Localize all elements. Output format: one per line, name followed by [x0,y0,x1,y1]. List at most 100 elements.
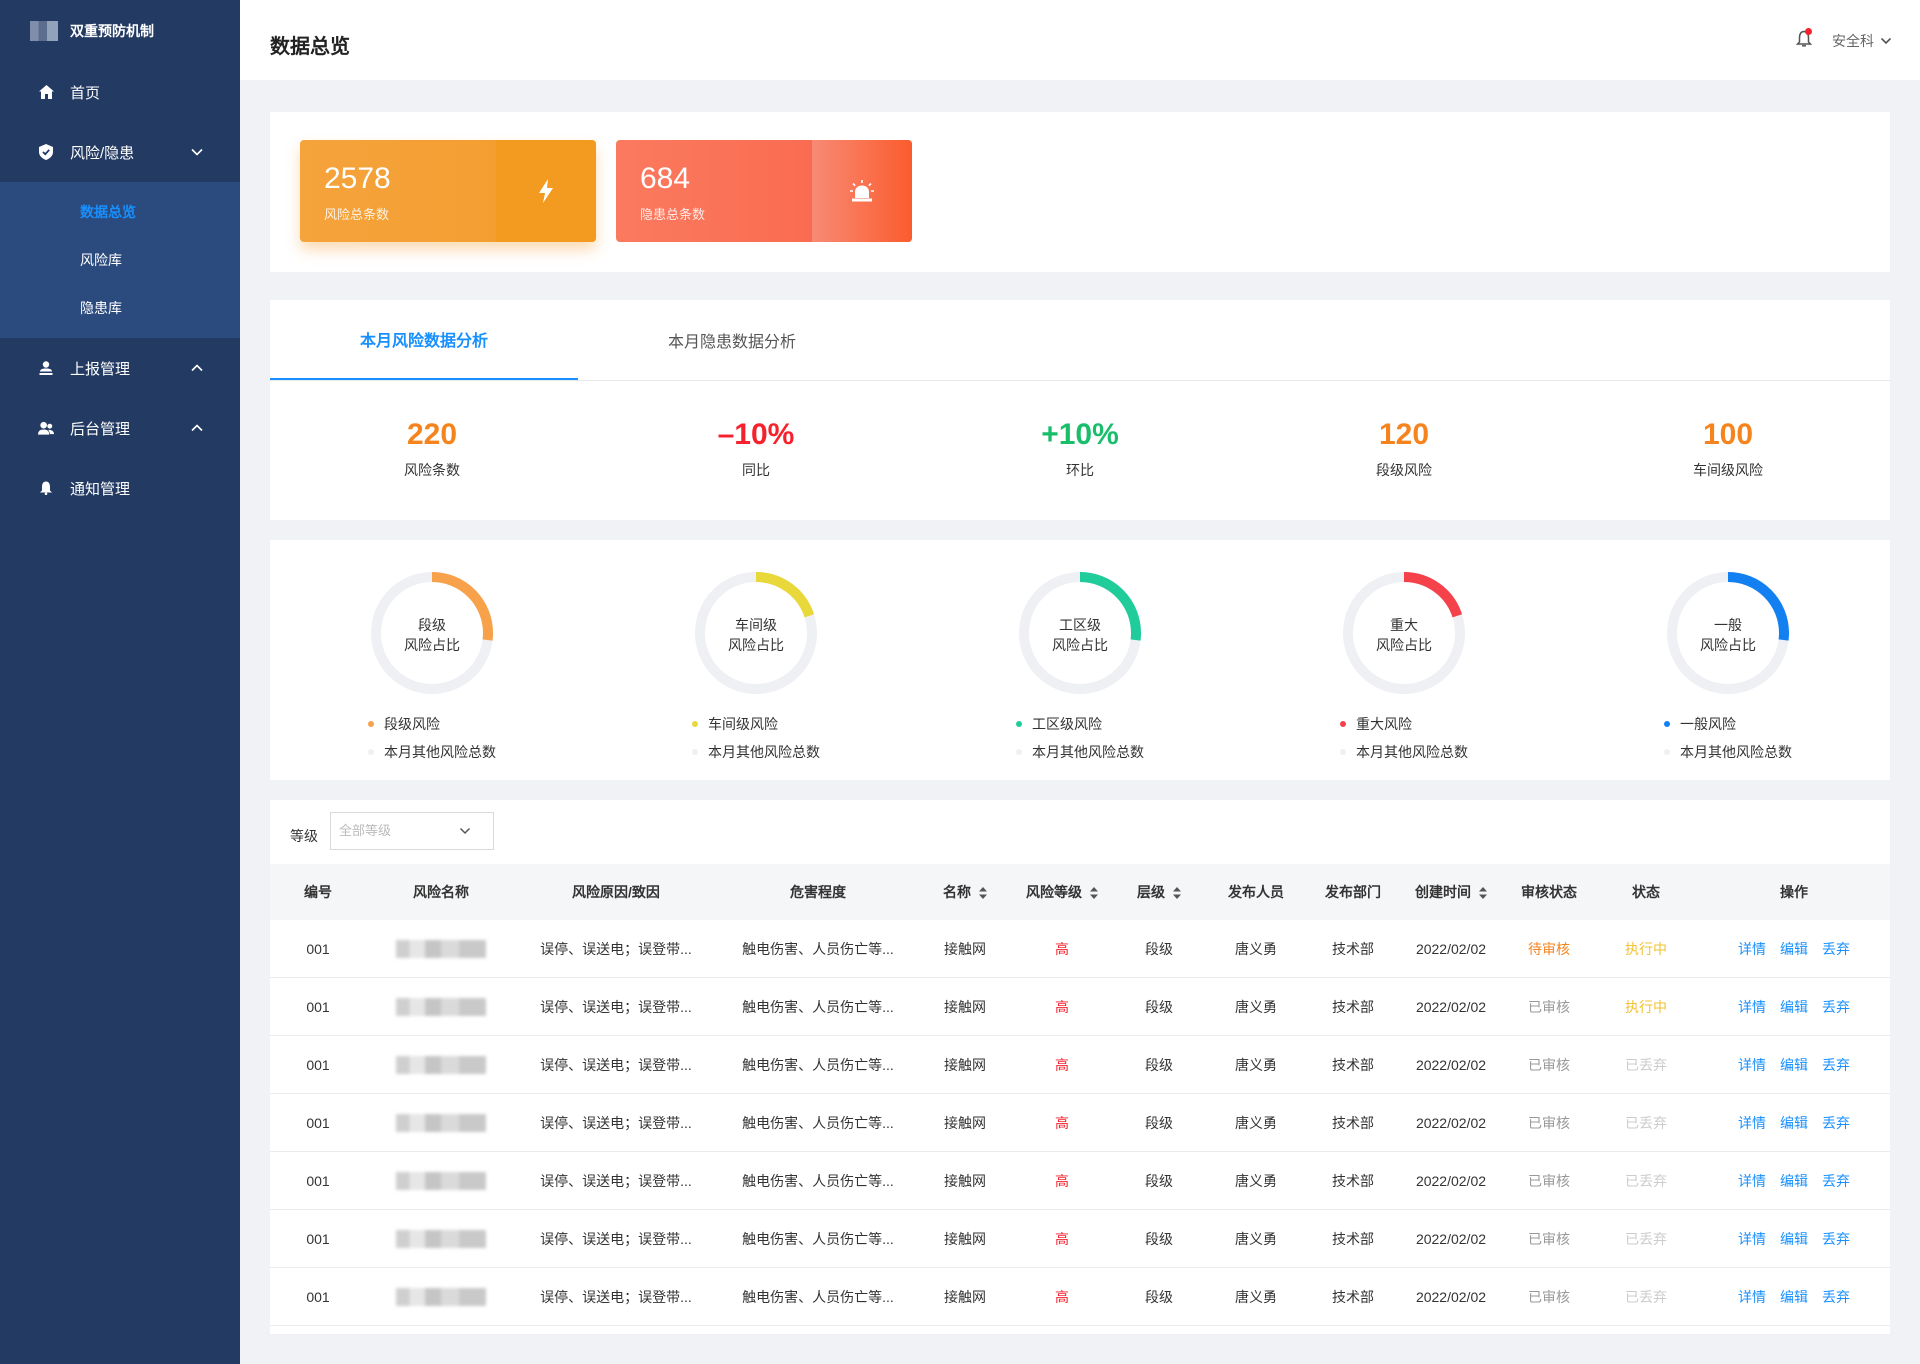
legend-dot [1340,749,1346,755]
discard-link[interactable]: 丢弃 [1822,1230,1850,1247]
sidebar-item-report-management[interactable]: 上报管理 [0,338,240,398]
row-department: 技术部 [1308,977,1398,1036]
donut-center-line: 风险占比 [728,637,784,653]
edit-link[interactable]: 编辑 [1780,1114,1808,1131]
chevron-down-icon [1880,37,1892,45]
edit-link[interactable]: 编辑 [1780,1056,1808,1073]
row-status: 已丢弃 [1594,1151,1698,1210]
table-header-cell: 危害程度 [716,864,920,920]
row-name: 接触网 [920,1093,1010,1152]
donut-center-label: 工区级 风险占比 [1017,615,1143,655]
metric-item: 120 段级风险 [1242,418,1566,480]
row-cause: 误停、误送电；误登带... [516,1209,716,1268]
legend-label: 本月其他风险总数 [1032,744,1144,760]
sort-icon[interactable] [1090,887,1098,900]
sort-icon[interactable] [1173,887,1181,900]
detail-link[interactable]: 详情 [1738,1230,1766,1247]
discard-link[interactable]: 丢弃 [1822,1288,1850,1305]
sidebar-item-notification-management[interactable]: 通知管理 [0,458,240,518]
row-id: 001 [270,977,366,1036]
row-department: 技术部 [1308,1151,1398,1210]
table-row: 001 误停、误送电；误登带... 触电伤害、人员伤亡等... 接触网高段级 唐义勇 技术… [270,1209,1890,1268]
detail-link[interactable]: 详情 [1738,1288,1766,1305]
risk-total-card[interactable]: 2578 风险总条数 [300,140,596,242]
detail-link[interactable]: 详情 [1738,1172,1766,1189]
sidebar-item-label: 风险/隐患 [70,144,135,162]
legend-item: 本月其他风险总数 [692,742,912,762]
table-header-cell[interactable]: 层级 [1114,864,1204,920]
table-header-cell: 审核状态 [1504,864,1594,920]
lightning-icon [496,140,596,242]
sidebar-item-home[interactable]: 首页 [0,62,240,122]
app-title: 双重预防机制 [70,23,154,39]
sidebar-item-risk-library[interactable]: 风险库 [80,252,122,268]
row-cause: 误停、误送电；误登带... [516,920,716,978]
sort-icon[interactable] [1479,887,1487,900]
sidebar-item-risk-hazard[interactable]: 风险/隐患 [0,122,240,182]
row-actions: 详情 编辑 丢弃 [1698,1093,1890,1152]
sidebar-item-hazard-library[interactable]: 隐患库 [80,300,122,316]
donut-center-line: 风险占比 [404,637,460,653]
table-header-label: 发布人员 [1228,884,1284,900]
row-risk-name [366,1267,516,1326]
table-header-cell: 风险名称 [366,864,516,920]
row-name: 接触网 [920,1151,1010,1210]
discard-link[interactable]: 丢弃 [1822,940,1850,957]
sidebar-item-label: 后台管理 [70,420,131,438]
hazard-total-card[interactable]: 684 隐患总条数 [616,140,912,242]
detail-link[interactable]: 详情 [1738,1056,1766,1073]
sidebar-item-admin-management[interactable]: 后台管理 [0,398,240,458]
legend-dot [1340,721,1346,727]
table-header-cell[interactable]: 创建时间 [1398,864,1504,920]
row-actions: 详情 编辑 丢弃 [1698,1151,1890,1210]
edit-link[interactable]: 编辑 [1780,998,1808,1015]
table-header-label: 危害程度 [790,884,846,900]
discard-link[interactable]: 丢弃 [1822,1056,1850,1073]
sort-icon[interactable] [979,887,987,900]
row-actions: 详情 编辑 丢弃 [1698,977,1890,1036]
row-publisher: 唐义勇 [1204,977,1308,1036]
table-header-cell: 发布人员 [1204,864,1308,920]
tab-monthly-hazard-analysis[interactable]: 本月隐患数据分析 [667,334,796,351]
level-filter-placeholder: 全部等级 [339,823,392,838]
row-created-date: 2022/02/02 [1398,920,1504,978]
edit-link[interactable]: 编辑 [1780,940,1808,957]
row-risk-name [366,1035,516,1094]
edit-link[interactable]: 编辑 [1780,1230,1808,1247]
table-header-cell[interactable]: 名称 [920,864,1010,920]
metric-item: 100 车间级风险 [1566,418,1890,480]
discard-link[interactable]: 丢弃 [1822,998,1850,1015]
discard-link[interactable]: 丢弃 [1822,1172,1850,1189]
chevron-down-icon [191,148,203,156]
level-filter-label: 等级 [290,828,318,844]
legend-label: 一般风险 [1680,716,1736,732]
row-created-date: 2022/02/02 [1398,1151,1504,1210]
legend-label: 工区级风险 [1032,716,1102,732]
legend-label: 本月其他风险总数 [708,744,820,760]
risk-ratio-panel: 段级 风险占比 段级风险 本月其他风险总数 车间级 风险占比 车间级风险 本月其他风险总数 工区… [270,540,1890,780]
row-publisher: 唐义勇 [1204,920,1308,978]
summary-panel: 2578 风险总条数 684 隐患总条数 [270,112,1890,272]
app-logo[interactable]: 双重预防机制 [0,0,240,62]
tab-monthly-risk-analysis[interactable]: 本月风险数据分析 [270,300,578,380]
donut-chart [1343,572,1465,694]
sidebar-item-label: 通知管理 [70,480,131,498]
edit-link[interactable]: 编辑 [1780,1172,1808,1189]
detail-link[interactable]: 详情 [1738,1114,1766,1131]
edit-link[interactable]: 编辑 [1780,1288,1808,1305]
sidebar-item-data-overview[interactable]: 数据总览 [80,204,136,220]
detail-link[interactable]: 详情 [1738,940,1766,957]
metric-item: 220 风险条数 [270,418,594,480]
table-header-label: 风险等级 [1026,884,1082,900]
row-review-status: 已审核 [1504,1093,1594,1152]
level-filter-select[interactable]: 全部等级 [330,812,494,850]
home-icon [38,84,54,100]
discard-link[interactable]: 丢弃 [1822,1114,1850,1131]
detail-link[interactable]: 详情 [1738,998,1766,1015]
user-menu[interactable]: 安全科 [1832,31,1892,51]
table-header-cell[interactable]: 风险等级 [1010,864,1114,920]
donut-center-label: 段级 风险占比 [369,615,495,655]
row-risk-name [366,920,516,978]
blurred-risk-name [396,1287,486,1306]
row-risk-level: 高 [1010,1209,1114,1268]
